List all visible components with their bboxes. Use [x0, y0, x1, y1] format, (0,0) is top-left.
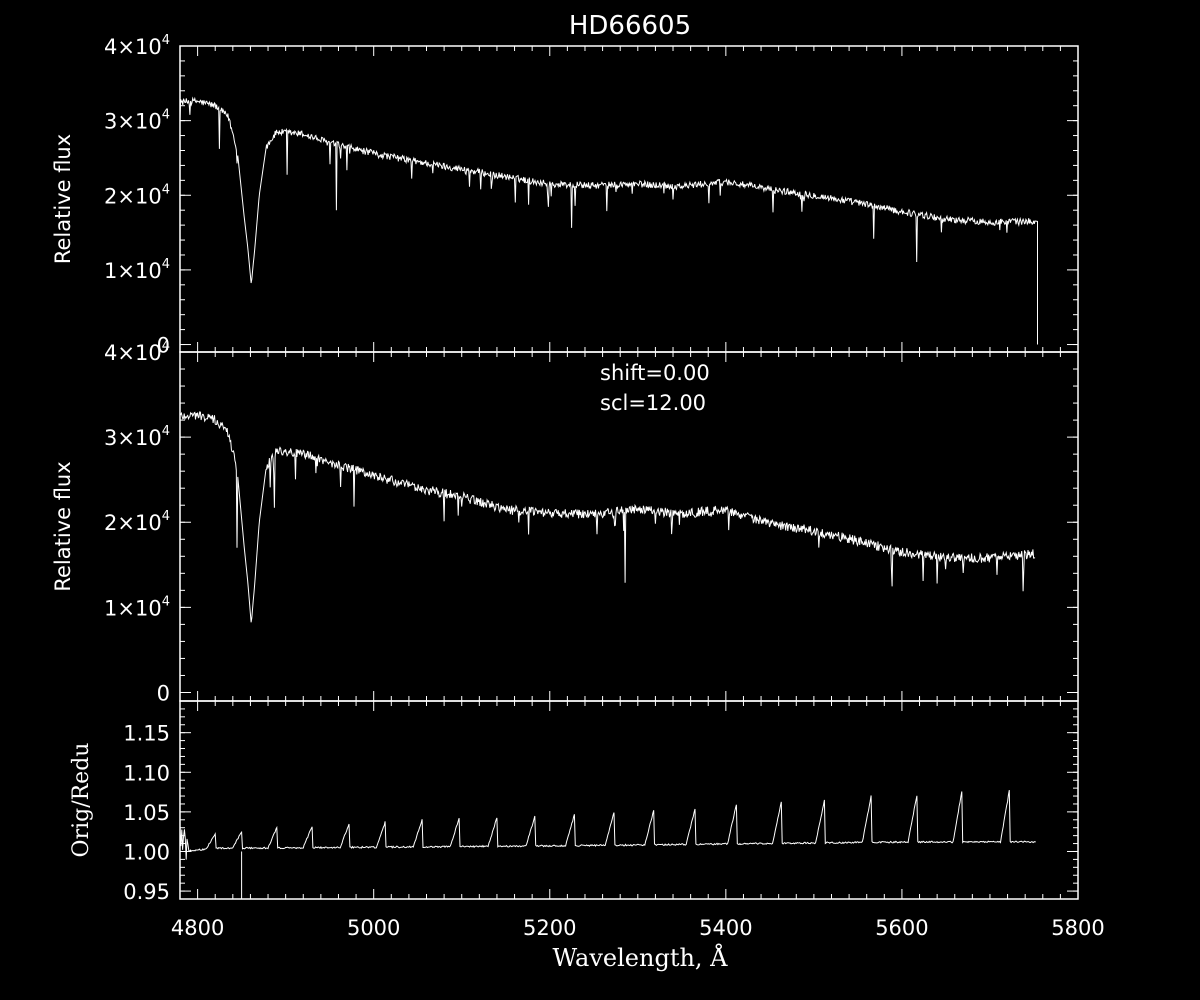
chart-title: HD66605	[569, 11, 691, 41]
middle-y-tick-label: 3×104	[104, 424, 170, 450]
x-tick-label: 4800	[171, 916, 224, 940]
middle-panel-y-label: Relative flux	[51, 461, 75, 591]
middle-flux-series-line	[179, 411, 1036, 623]
ratio-panel: 0.95 1.00 1.05 1.10 1.15 4800 5000 5200 5400 560…	[69, 700, 1105, 972]
middle-y-tick-label: 1×104	[104, 594, 170, 620]
ratio-y-tick-label: 1.15	[123, 722, 170, 746]
scale-annotation: scl=12.00	[600, 391, 706, 415]
middle-panel-y-tick-labels: 0 1×104 2×104 3×104 4×104	[104, 339, 170, 705]
top-panel-y-label: Relative flux	[51, 134, 75, 264]
top-y-tick-label: 1×104	[104, 257, 170, 283]
middle-y-tick-label: 0	[157, 681, 170, 705]
ratio-panel-frame	[179, 700, 1079, 900]
ratio-panel-y-label: Orig/Redu	[69, 743, 94, 858]
x-tick-labels: 4800 5000 5200 5400 5600 5800	[171, 916, 1105, 940]
ratio-y-tick-label: 0.95	[123, 880, 170, 904]
ratio-y-tick-label: 1.10	[123, 761, 170, 785]
x-tick-label: 5800	[1051, 916, 1104, 940]
x-tick-label: 5400	[699, 916, 752, 940]
top-flux-series-line	[179, 96, 1038, 345]
x-tick-label: 5000	[347, 916, 400, 940]
x-tick-label: 5600	[875, 916, 928, 940]
top-flux-panel: 0 1×104 2×104 3×104 4×104 Relative flux	[51, 33, 1079, 358]
x-axis-label: Wavelength, Å	[552, 943, 728, 972]
ratio-panel-ticks	[179, 700, 1079, 900]
ratio-y-tick-label: 1.00	[123, 840, 170, 864]
top-y-tick-label: 4×104	[104, 33, 170, 59]
top-y-tick-label: 2×104	[104, 182, 170, 208]
shift-annotation: shift=0.00	[600, 361, 710, 385]
top-y-tick-label: 0	[157, 334, 170, 358]
top-panel-y-tick-labels: 0 1×104 2×104 3×104 4×104	[104, 33, 170, 358]
x-tick-label: 5200	[523, 916, 576, 940]
ratio-panel-y-tick-labels: 0.95 1.00 1.05 1.10 1.15	[123, 722, 170, 904]
middle-y-tick-label: 2×104	[104, 509, 170, 535]
middle-y-tick-label: 4×104	[104, 339, 170, 365]
ratio-series-line	[179, 790, 1036, 899]
top-y-tick-label: 3×104	[104, 108, 170, 134]
middle-panel-ticks	[179, 351, 1079, 701]
ratio-y-tick-label: 1.05	[123, 801, 170, 825]
